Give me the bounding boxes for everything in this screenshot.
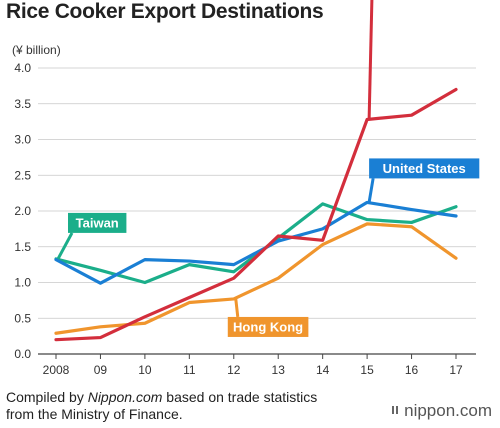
- x-tick-label: 10: [138, 363, 152, 377]
- y-tick-label: 1.0: [14, 276, 31, 290]
- label-hong-kong: Hong Kong: [233, 319, 303, 334]
- line-chart: (¥ billion) 0.0 0.5 1.0 1.5 2.0 2.5 3.0 3.5 4.0 20…: [12, 0, 480, 377]
- label-leader-hong-kong: [234, 298, 240, 318]
- y-tick-label: 0.5: [14, 311, 31, 325]
- x-tick-label: 11: [183, 363, 196, 377]
- y-unit-label: (¥ billion): [12, 43, 61, 57]
- label-box-united-states: [369, 158, 480, 179]
- source-caption: Compiled by Nippon.com based on trade st…: [6, 389, 317, 423]
- chart-title: Rice Cooker Export Destinations: [6, 0, 324, 23]
- y-tick-label: 3.0: [14, 133, 31, 147]
- y-tick-label: 0.0: [14, 347, 31, 361]
- caption-line2: from the Ministry of Finance.: [6, 406, 183, 422]
- label-box-taiwan: [68, 212, 127, 233]
- gridlines: [38, 67, 476, 355]
- caption-source: Nippon.com: [87, 389, 163, 405]
- x-tick-label: 15: [360, 363, 374, 377]
- label-leader-united-states: [367, 178, 375, 203]
- x-tick-label: 12: [227, 363, 241, 377]
- label-box-hong-kong: [227, 316, 309, 337]
- series-line-hong-kong: [54, 222, 458, 335]
- x-tick-label: 14: [316, 363, 330, 377]
- y-tick-label: 3.5: [14, 97, 31, 111]
- series-line-china: [54, 87, 458, 342]
- x-tick-label: 16: [405, 363, 419, 377]
- series-line-united-states: [54, 200, 458, 285]
- brand-name: nippon.com: [404, 401, 492, 420]
- y-tick-label: 2.0: [14, 204, 31, 218]
- brand-logo: nippon.com: [392, 401, 492, 421]
- y-tick-label: 1.5: [14, 240, 31, 254]
- x-tick-label: 09: [94, 363, 108, 377]
- x-tick-label: 13: [272, 363, 286, 377]
- brand-mark-icon: [392, 405, 400, 417]
- label-leader-china: [367, 0, 374, 120]
- caption-prefix: Compiled by: [6, 389, 88, 405]
- y-tick-label: 2.5: [14, 168, 31, 182]
- caption-suffix: based on trade statistics: [162, 389, 318, 405]
- y-tick-label: 4.0: [14, 61, 31, 75]
- axes: (¥ billion) 0.0 0.5 1.0 1.5 2.0 2.5 3.0 3.5 4.0 20…: [12, 43, 463, 377]
- x-tick-label: 2008: [43, 363, 70, 377]
- series-lines: [54, 87, 458, 342]
- label-united-states: United States: [383, 161, 466, 176]
- label-leader-taiwan: [56, 232, 74, 260]
- x-tick-label: 17: [449, 363, 463, 377]
- label-taiwan: Taiwan: [76, 215, 119, 230]
